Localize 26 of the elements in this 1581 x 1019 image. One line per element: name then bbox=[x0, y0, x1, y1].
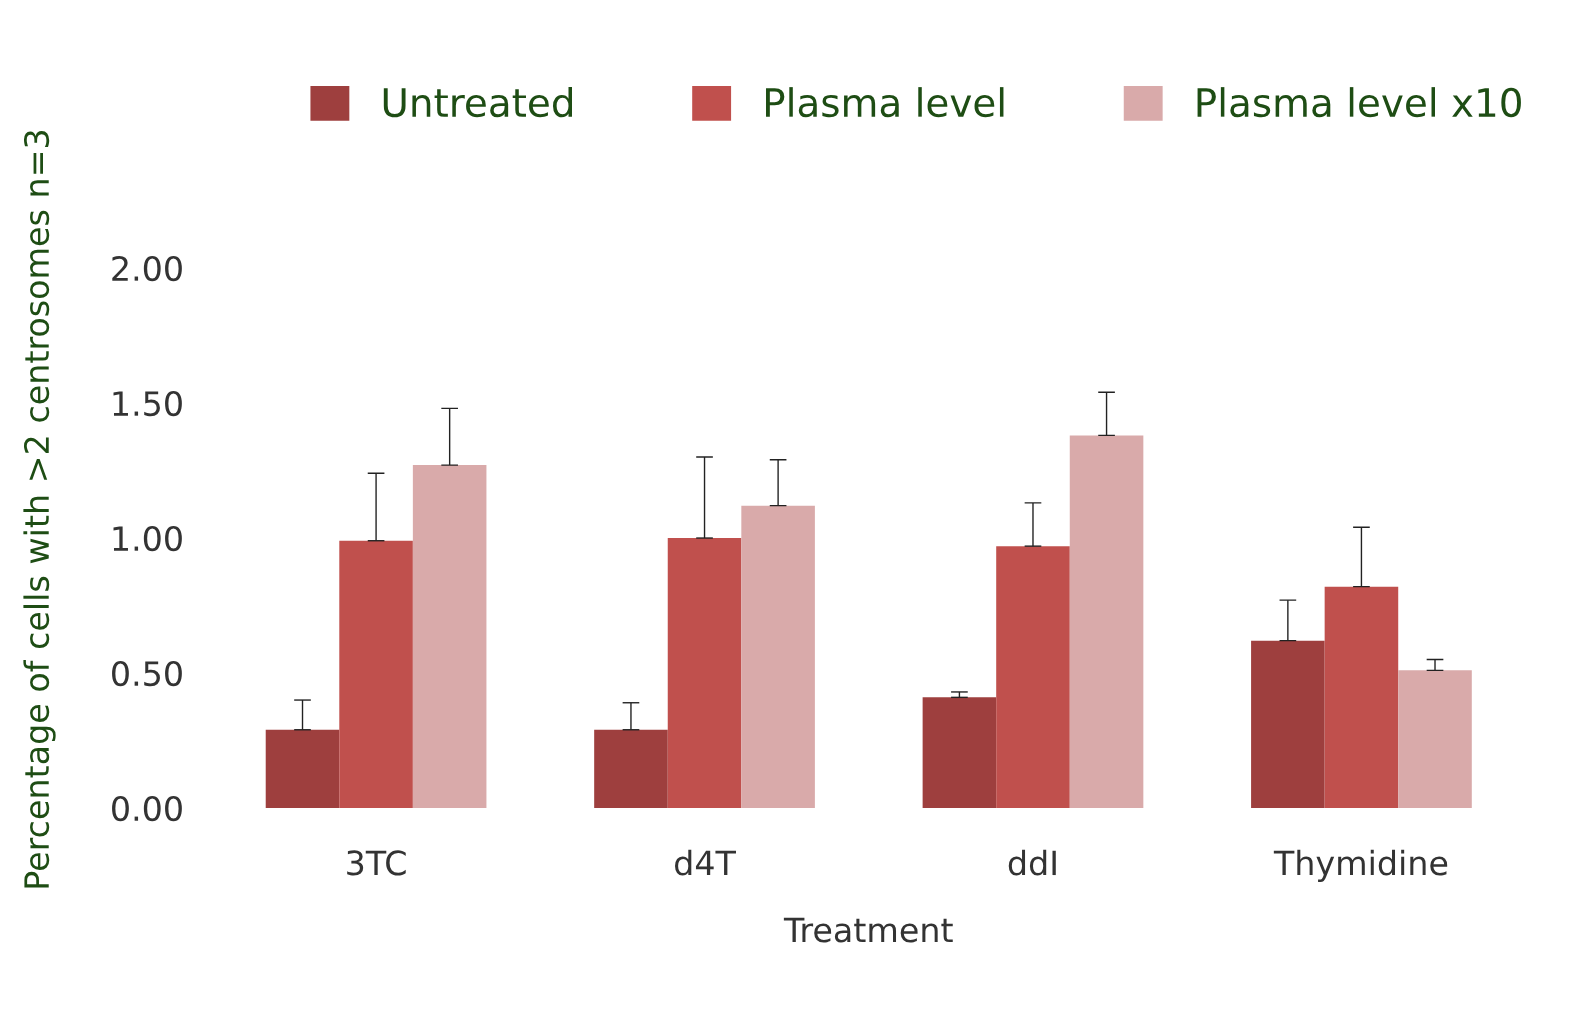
y-tick-label: 0.00 bbox=[112, 795, 182, 822]
legend-label: Plasma level bbox=[766, 87, 1004, 118]
y-tick-label: 1.00 bbox=[113, 525, 182, 552]
bar bbox=[265, 729, 340, 809]
legend-label: Untreated bbox=[383, 87, 572, 118]
x-tick-label: d4T bbox=[675, 849, 736, 876]
y-tick-label: 1.50 bbox=[113, 390, 182, 417]
y-axis-title: Percentage of cells with >2 centrosomes n=3 bbox=[23, 130, 56, 888]
bar bbox=[741, 505, 815, 809]
bar bbox=[594, 729, 668, 809]
bar bbox=[922, 697, 997, 809]
bar bbox=[412, 465, 487, 809]
bar bbox=[339, 540, 413, 809]
bar bbox=[1069, 435, 1144, 809]
bar bbox=[667, 538, 742, 809]
y-tick-label: 2.00 bbox=[112, 255, 182, 282]
x-tick-label: 3TC bbox=[347, 850, 406, 876]
x-axis-title: Treatment bbox=[783, 917, 953, 943]
bar bbox=[1398, 670, 1472, 809]
y-tick-label: 0.50 bbox=[112, 660, 182, 687]
x-tick-label: Thymidine bbox=[1273, 849, 1448, 882]
bar bbox=[1324, 586, 1399, 809]
bar bbox=[1251, 640, 1325, 809]
x-tick-label: ddI bbox=[1008, 849, 1056, 876]
legend-label: Plasma level x10 bbox=[1197, 87, 1521, 118]
bar bbox=[996, 546, 1070, 809]
